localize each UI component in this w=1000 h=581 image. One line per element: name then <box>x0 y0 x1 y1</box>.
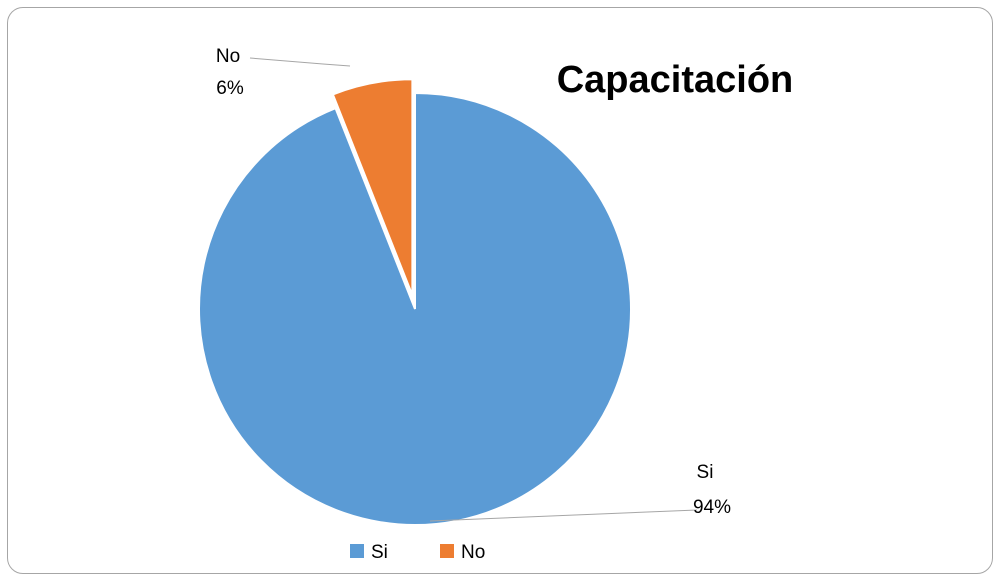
legend-swatch-si <box>350 544 364 558</box>
legend: Si No <box>350 542 485 563</box>
leader-line-si <box>429 509 698 522</box>
legend-label-no: No <box>461 542 485 563</box>
leader-line-no <box>249 57 351 67</box>
pie-slice-no <box>331 78 414 296</box>
data-label-si-category: Si <box>697 462 714 483</box>
data-label-no-category: No <box>216 46 240 67</box>
legend-label-si: Si <box>371 542 388 563</box>
data-label-si-value: 94% <box>693 497 731 518</box>
data-label-no-value: 6% <box>216 78 244 99</box>
legend-swatch-no <box>440 544 454 558</box>
leader-lines <box>249 57 698 522</box>
chart-title: Capacitación <box>557 59 794 101</box>
pie-slice-si <box>198 91 632 526</box>
slices-layer <box>198 78 632 526</box>
